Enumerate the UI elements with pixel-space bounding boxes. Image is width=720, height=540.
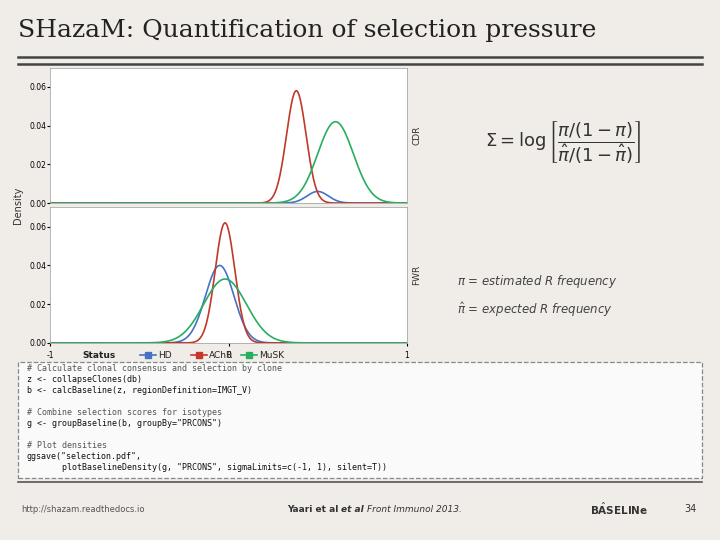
Text: B$\hat{\mathbf{A}}$SELINe: B$\hat{\mathbf{A}}$SELINe <box>590 501 649 517</box>
Text: FWR: FWR <box>412 265 421 285</box>
Text: AChR: AChR <box>209 351 233 360</box>
Text: # Calculate clonal consensus and selection by clone: # Calculate clonal consensus and selecti… <box>27 364 282 373</box>
Text: ggsave("selection.pdf",: ggsave("selection.pdf", <box>27 453 142 461</box>
Text: $\Sigma = \log\left[\dfrac{\pi/(1-\pi)}{\hat{\pi}/(1-\hat{\pi})}\right]$: $\Sigma = \log\left[\dfrac{\pi/(1-\pi)}{… <box>485 119 642 165</box>
Text: 34: 34 <box>684 504 696 514</box>
X-axis label: Σ: Σ <box>225 362 232 372</box>
Text: Status: Status <box>83 351 116 360</box>
Text: plotBaselineDensity(g, "PRCONS", sigmaLimits=c(-1, 1), silent=T)): plotBaselineDensity(g, "PRCONS", sigmaLi… <box>27 463 387 472</box>
Text: g <- groupBaseline(b, groupBy="PRCONS"): g <- groupBaseline(b, groupBy="PRCONS") <box>27 419 222 428</box>
Text: $\hat{\pi}$ = expected R frequency: $\hat{\pi}$ = expected R frequency <box>457 300 613 319</box>
Text: Yaari et al: Yaari et al <box>287 505 338 514</box>
Text: b <- calcBaseline(z, regionDefinition=IMGT_V): b <- calcBaseline(z, regionDefinition=IM… <box>27 386 252 395</box>
Text: SHazaM: Quantification of selection pressure: SHazaM: Quantification of selection pres… <box>18 19 596 42</box>
Text: # Combine selection scores for isotypes: # Combine selection scores for isotypes <box>27 408 222 417</box>
Text: CDR: CDR <box>412 126 421 145</box>
Text: http://shazam.readthedocs.io: http://shazam.readthedocs.io <box>22 505 145 514</box>
Text: # Plot densities: # Plot densities <box>27 441 107 450</box>
Text: Density: Density <box>13 186 23 224</box>
Text: et al: et al <box>341 505 364 514</box>
Text: HD: HD <box>158 351 172 360</box>
Text: z <- collapseClones(db): z <- collapseClones(db) <box>27 375 142 384</box>
Text: MuSK: MuSK <box>259 351 284 360</box>
Text: Front Immunol 2013.: Front Immunol 2013. <box>367 505 462 514</box>
Text: $\pi$ = estimated R frequency: $\pi$ = estimated R frequency <box>457 273 618 289</box>
